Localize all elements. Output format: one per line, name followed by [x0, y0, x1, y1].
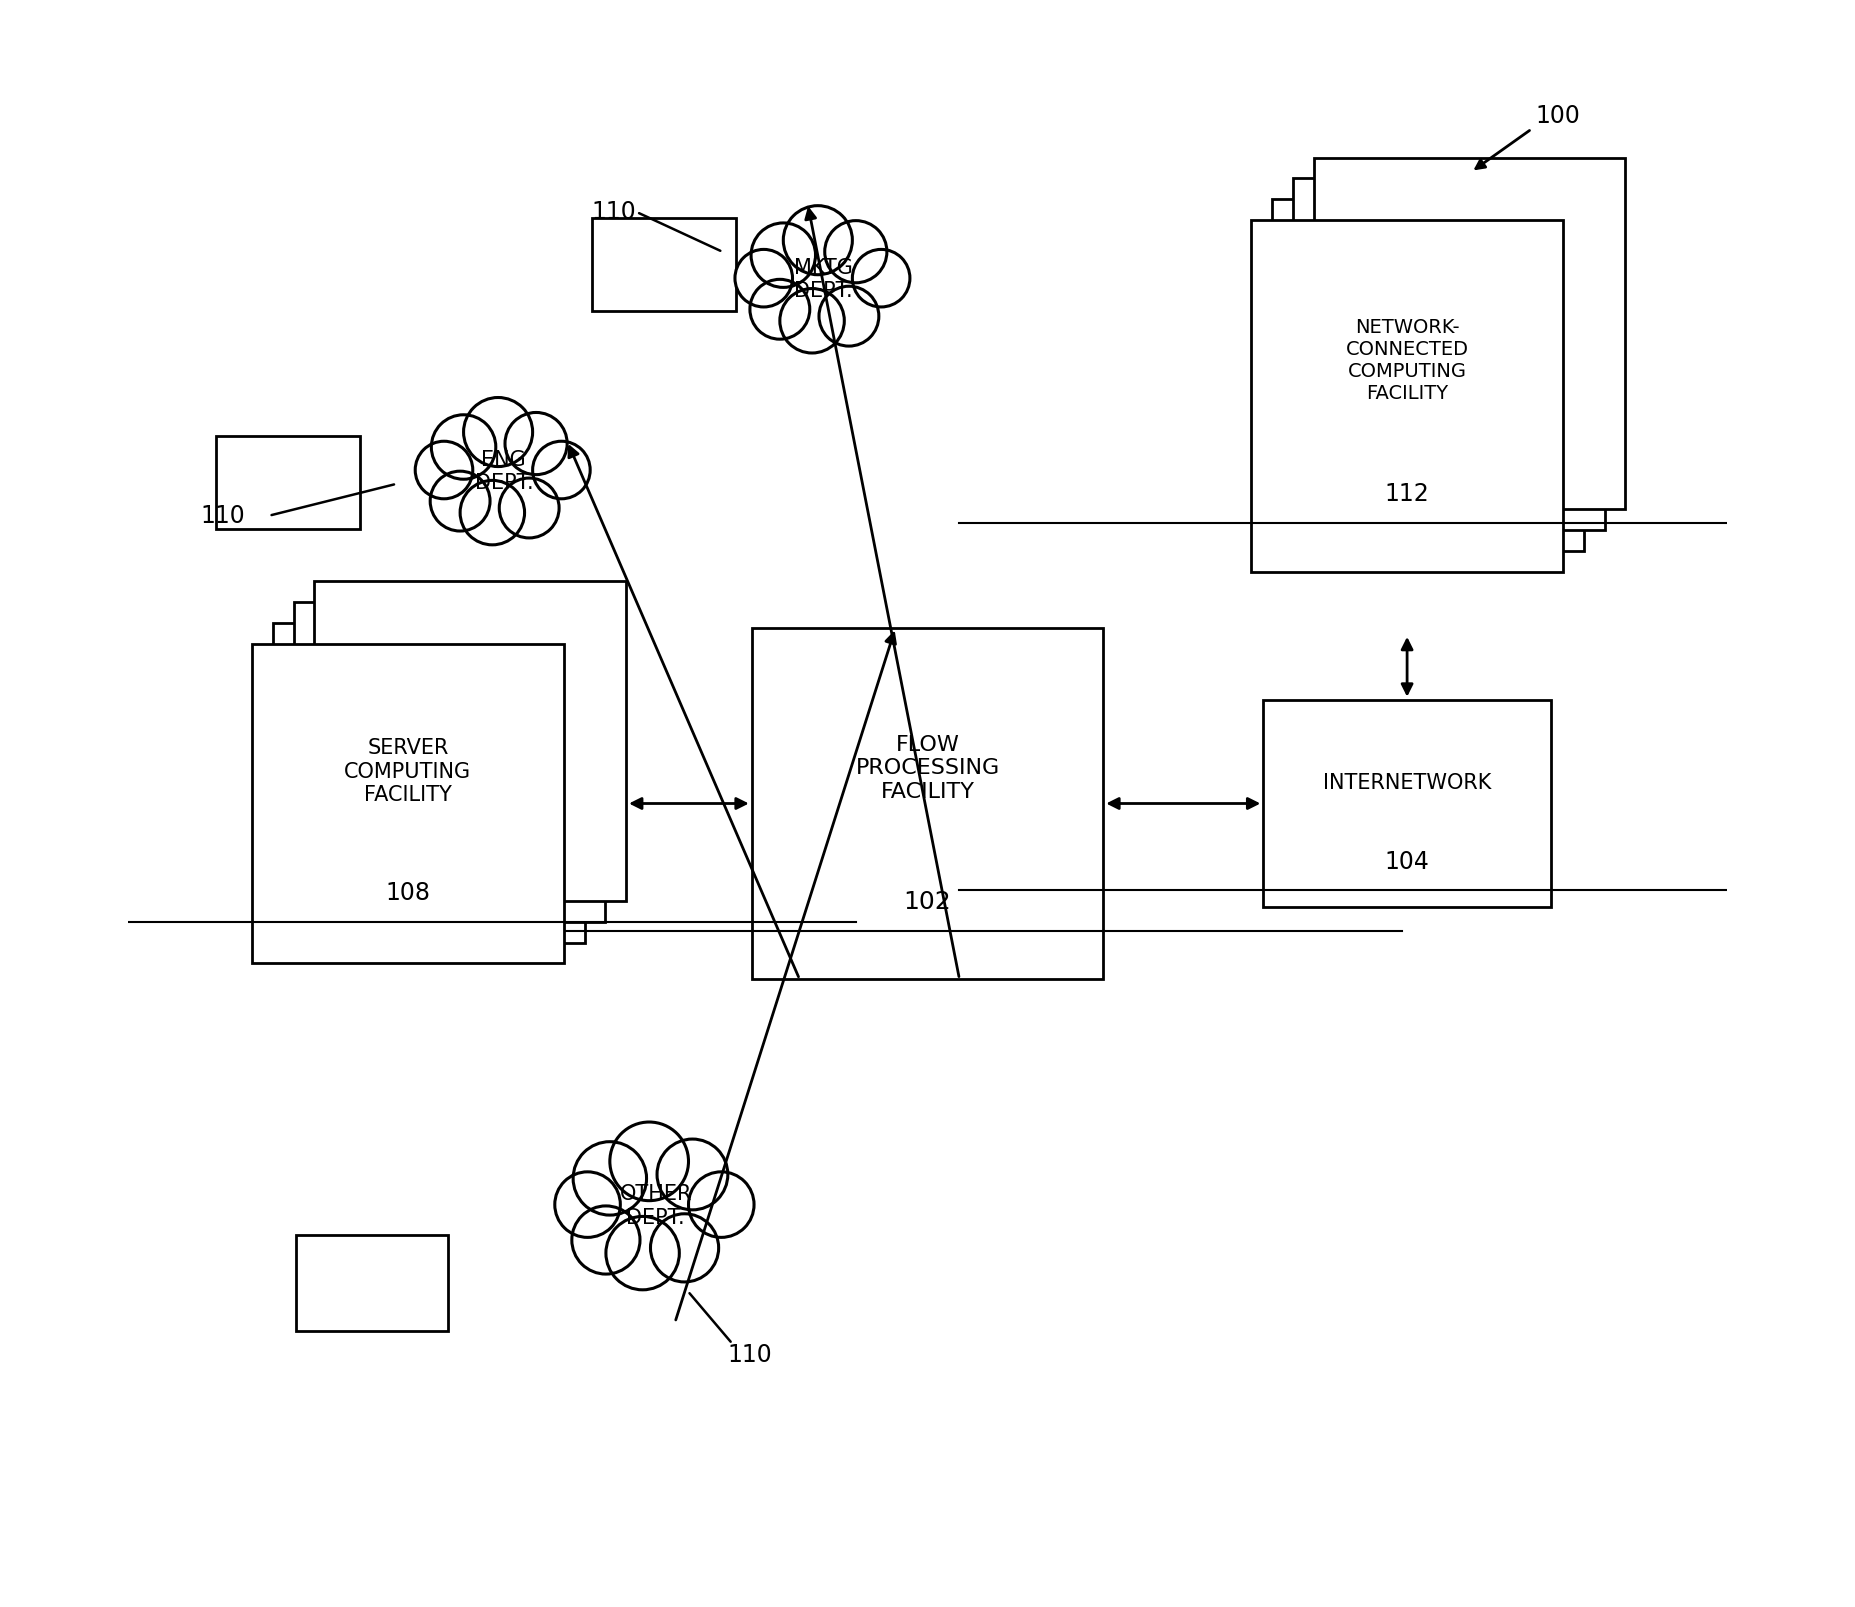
Circle shape [573, 1141, 647, 1215]
Circle shape [460, 480, 525, 545]
Circle shape [416, 442, 473, 498]
FancyBboxPatch shape [215, 435, 360, 529]
Circle shape [783, 206, 851, 275]
FancyBboxPatch shape [1313, 157, 1625, 509]
Circle shape [851, 249, 911, 307]
Text: INTERNETWORK: INTERNETWORK [1323, 773, 1491, 792]
Text: FLOW
PROCESSING
FACILITY: FLOW PROCESSING FACILITY [855, 734, 1000, 802]
Circle shape [779, 289, 844, 354]
FancyBboxPatch shape [1293, 178, 1605, 530]
Circle shape [607, 1216, 679, 1290]
FancyBboxPatch shape [1263, 699, 1551, 908]
Circle shape [749, 280, 811, 339]
FancyBboxPatch shape [297, 1236, 447, 1331]
Text: OTHER
DEPT.: OTHER DEPT. [620, 1184, 692, 1228]
Circle shape [499, 477, 558, 538]
Circle shape [820, 286, 879, 346]
Text: 100: 100 [1534, 104, 1580, 129]
Circle shape [657, 1139, 727, 1210]
Circle shape [751, 223, 816, 288]
Circle shape [688, 1172, 753, 1237]
Circle shape [651, 1213, 718, 1282]
Text: 110: 110 [200, 503, 245, 527]
Text: 108: 108 [386, 881, 430, 905]
Text: NETWORK-
CONNECTED
COMPUTING
FACILITY: NETWORK- CONNECTED COMPUTING FACILITY [1345, 318, 1469, 403]
FancyBboxPatch shape [252, 644, 564, 963]
Text: 104: 104 [1384, 850, 1430, 874]
Circle shape [505, 413, 568, 474]
Circle shape [555, 1172, 620, 1237]
Circle shape [825, 220, 887, 283]
Circle shape [432, 415, 495, 479]
Circle shape [532, 442, 590, 498]
Circle shape [464, 397, 532, 466]
FancyBboxPatch shape [1273, 199, 1584, 551]
Text: SERVER
COMPUTING
FACILITY: SERVER COMPUTING FACILITY [345, 738, 471, 805]
Text: 102: 102 [903, 890, 952, 914]
FancyBboxPatch shape [273, 624, 584, 943]
FancyBboxPatch shape [1252, 220, 1564, 572]
Circle shape [571, 1205, 640, 1274]
FancyBboxPatch shape [293, 603, 605, 922]
Text: 112: 112 [1384, 482, 1430, 506]
Text: 110: 110 [592, 199, 636, 223]
Circle shape [735, 249, 792, 307]
Text: MKTG
DEPT.: MKTG DEPT. [794, 257, 853, 301]
FancyBboxPatch shape [751, 628, 1104, 979]
Circle shape [610, 1122, 688, 1200]
Text: ENG
DEPT.: ENG DEPT. [475, 450, 532, 493]
Circle shape [430, 471, 490, 530]
FancyBboxPatch shape [313, 582, 627, 902]
Text: 110: 110 [727, 1343, 772, 1368]
FancyBboxPatch shape [592, 219, 736, 312]
